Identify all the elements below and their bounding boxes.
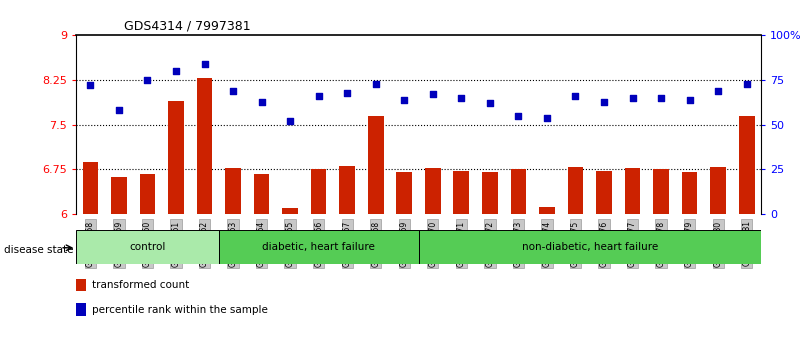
- Bar: [311, 169, 327, 214]
- Text: diabetic, heart failure: diabetic, heart failure: [262, 242, 375, 252]
- Point: [227, 88, 239, 94]
- Point: [112, 108, 125, 113]
- Point: [626, 95, 639, 101]
- Bar: [111, 177, 127, 214]
- Bar: [396, 172, 412, 214]
- Point: [198, 61, 211, 67]
- Bar: [197, 78, 212, 214]
- Bar: [219, 230, 418, 264]
- Bar: [596, 171, 612, 214]
- Bar: [168, 101, 183, 214]
- Text: GDS4314 / 7997381: GDS4314 / 7997381: [124, 19, 251, 33]
- Text: percentile rank within the sample: percentile rank within the sample: [92, 305, 268, 315]
- Bar: [482, 172, 497, 214]
- Bar: [568, 167, 583, 214]
- Bar: [83, 162, 99, 214]
- Point: [654, 95, 667, 101]
- Point: [84, 82, 97, 88]
- Text: disease state: disease state: [4, 245, 74, 255]
- Point: [284, 118, 296, 124]
- Bar: [340, 166, 355, 214]
- Bar: [425, 168, 441, 214]
- Bar: [682, 172, 698, 214]
- Point: [569, 93, 582, 99]
- Point: [170, 68, 183, 74]
- Point: [340, 90, 353, 96]
- Bar: [225, 168, 241, 214]
- Point: [426, 92, 439, 97]
- Point: [512, 113, 525, 119]
- Bar: [139, 174, 155, 214]
- Bar: [710, 167, 726, 214]
- Point: [740, 81, 753, 86]
- Point: [312, 93, 325, 99]
- Text: transformed count: transformed count: [92, 280, 189, 290]
- Bar: [368, 116, 384, 214]
- Bar: [76, 230, 219, 264]
- Point: [598, 99, 610, 104]
- Point: [398, 97, 411, 103]
- Point: [484, 101, 497, 106]
- Point: [541, 115, 553, 120]
- Point: [256, 99, 268, 104]
- Bar: [254, 174, 269, 214]
- Point: [141, 77, 154, 83]
- Bar: [282, 208, 298, 214]
- Bar: [654, 170, 669, 214]
- Bar: [539, 207, 555, 214]
- Text: non-diabetic, heart failure: non-diabetic, heart failure: [521, 242, 658, 252]
- Bar: [625, 168, 640, 214]
- Point: [455, 95, 468, 101]
- Text: control: control: [129, 242, 166, 252]
- Point: [712, 88, 725, 94]
- Bar: [418, 230, 761, 264]
- Bar: [739, 116, 755, 214]
- Bar: [510, 170, 526, 214]
- Point: [369, 81, 382, 86]
- Point: [683, 97, 696, 103]
- Bar: [453, 171, 469, 214]
